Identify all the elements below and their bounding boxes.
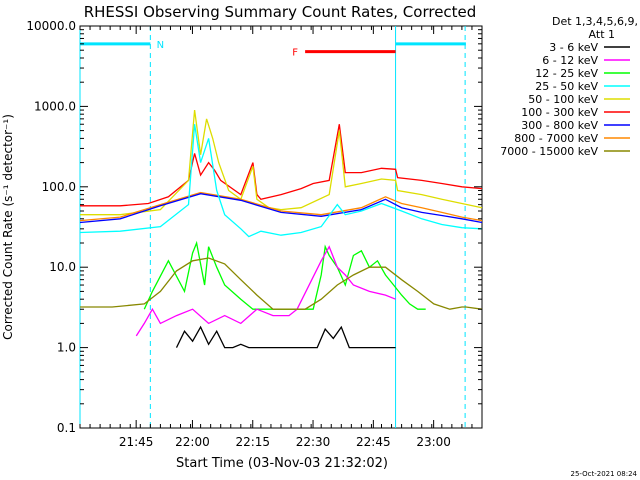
series-line: [79, 124, 483, 238]
x-tick-label: 22:30: [296, 435, 331, 449]
x-tick-label: 22:45: [356, 435, 391, 449]
series-line: [143, 240, 426, 310]
legend-label: 25 - 50 keV: [535, 80, 598, 93]
y-tick-label: 0.1: [57, 421, 76, 435]
y-tick-label: 1000.0: [34, 99, 76, 113]
x-tick-label: 22:00: [175, 435, 210, 449]
legend-label: 12 - 25 keV: [535, 67, 598, 80]
legend-label: 800 - 7000 keV: [514, 132, 598, 145]
legend-label: 6 - 12 keV: [542, 54, 598, 67]
plot-frame: [79, 25, 483, 429]
series-line: [79, 193, 483, 224]
x-tick-label: 21:45: [119, 435, 154, 449]
legend-label: 300 - 800 keV: [521, 119, 598, 132]
x-tick-label: 23:00: [416, 435, 451, 449]
legend-label: 3 - 6 keV: [549, 41, 598, 54]
attenuator-label: Att 1: [589, 28, 615, 41]
y-tick-label: 1.0: [57, 341, 76, 355]
series-line: [79, 191, 483, 222]
annotation-label: F: [292, 48, 298, 59]
axes-layer: 10000.0 1000.0 100.0 10.0 1.0 0.1 21:45 22:00 22…: [26, 19, 483, 449]
series-layer: [79, 110, 483, 349]
series-line: [135, 245, 396, 337]
chart-title: RHESSI Observing Summary Count Rates, Co…: [84, 3, 477, 21]
x-tick-label: 22:15: [235, 435, 270, 449]
timestamp: 25-Oct-2021 08:24: [571, 470, 638, 478]
series-line: [80, 110, 483, 216]
legend-label: 100 - 300 keV: [521, 106, 598, 119]
y-tick-label: 10.0: [49, 260, 76, 274]
legend-label: 50 - 100 keV: [528, 93, 598, 106]
legend-label: 7000 - 15000 keV: [500, 145, 598, 158]
y-tick-label: 10000.0: [26, 19, 76, 33]
x-axis-label: Start Time (03-Nov-03 21:32:02): [176, 456, 388, 471]
y-tick-label: 100.0: [42, 180, 76, 194]
detectors-label: Det 1,3,4,5,6,9,: [552, 15, 638, 28]
y-axis-label: Corrected Count Rate (s⁻¹ detector⁻¹): [1, 114, 15, 340]
annotation-layer: NF: [79, 26, 466, 428]
annotation-label: N: [157, 40, 164, 51]
series-line: [80, 257, 483, 310]
series-line: [175, 325, 396, 349]
series-line: [80, 124, 483, 207]
